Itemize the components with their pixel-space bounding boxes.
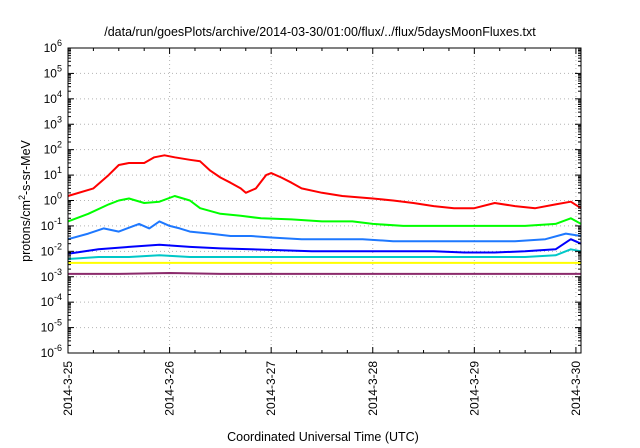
series-line-4: [67, 238, 582, 255]
y-tick-label: 100: [44, 191, 62, 208]
series-line-7: [68, 272, 581, 275]
series-line-5: [67, 248, 582, 260]
series-line-1: [67, 154, 582, 210]
tick-labels: 10-6 10-5 10-4 10-3 10-2 10-1 100 101 102 103 104 1…: [41, 38, 583, 416]
series-line-2: [67, 195, 582, 227]
x-tick-label: 2014-3-28: [366, 361, 380, 416]
grid: [68, 48, 581, 353]
chart-title: /data/run/goesPlots/archive/2014-03-30/0…: [104, 25, 536, 39]
y-tick-label: 101: [44, 165, 62, 182]
x-tick-label: 2014-3-26: [163, 361, 177, 416]
y-tick-label: 10-1: [41, 216, 62, 233]
ticks: [67, 47, 581, 354]
y-tick-label: 10-3: [41, 267, 62, 284]
y-tick-label: 103: [44, 114, 62, 131]
series-layer: [67, 154, 582, 275]
x-tick-label: 2014-3-29: [467, 361, 481, 416]
y-tick-label: 10-6: [41, 343, 62, 360]
x-tick-label: 2014-3-25: [61, 361, 75, 416]
x-tick-label: 2014-3-30: [569, 361, 583, 416]
series-line-3: [67, 220, 582, 243]
x-tick-label: 2014-3-27: [264, 361, 278, 416]
y-axis-title: protons/cm2-s-sr-MeV: [17, 139, 33, 261]
y-tick-label: 10-4: [41, 292, 62, 309]
y-tick-label: 104: [44, 89, 62, 106]
y-tick-label: 102: [44, 140, 62, 157]
y-tick-label: 105: [44, 63, 62, 80]
y-tick-label: 106: [44, 38, 62, 55]
y-tick-label: 10-2: [41, 241, 62, 258]
y-tick-label: 10-5: [41, 318, 62, 335]
x-axis-title: Coordinated Universal Time (UTC): [227, 430, 419, 444]
